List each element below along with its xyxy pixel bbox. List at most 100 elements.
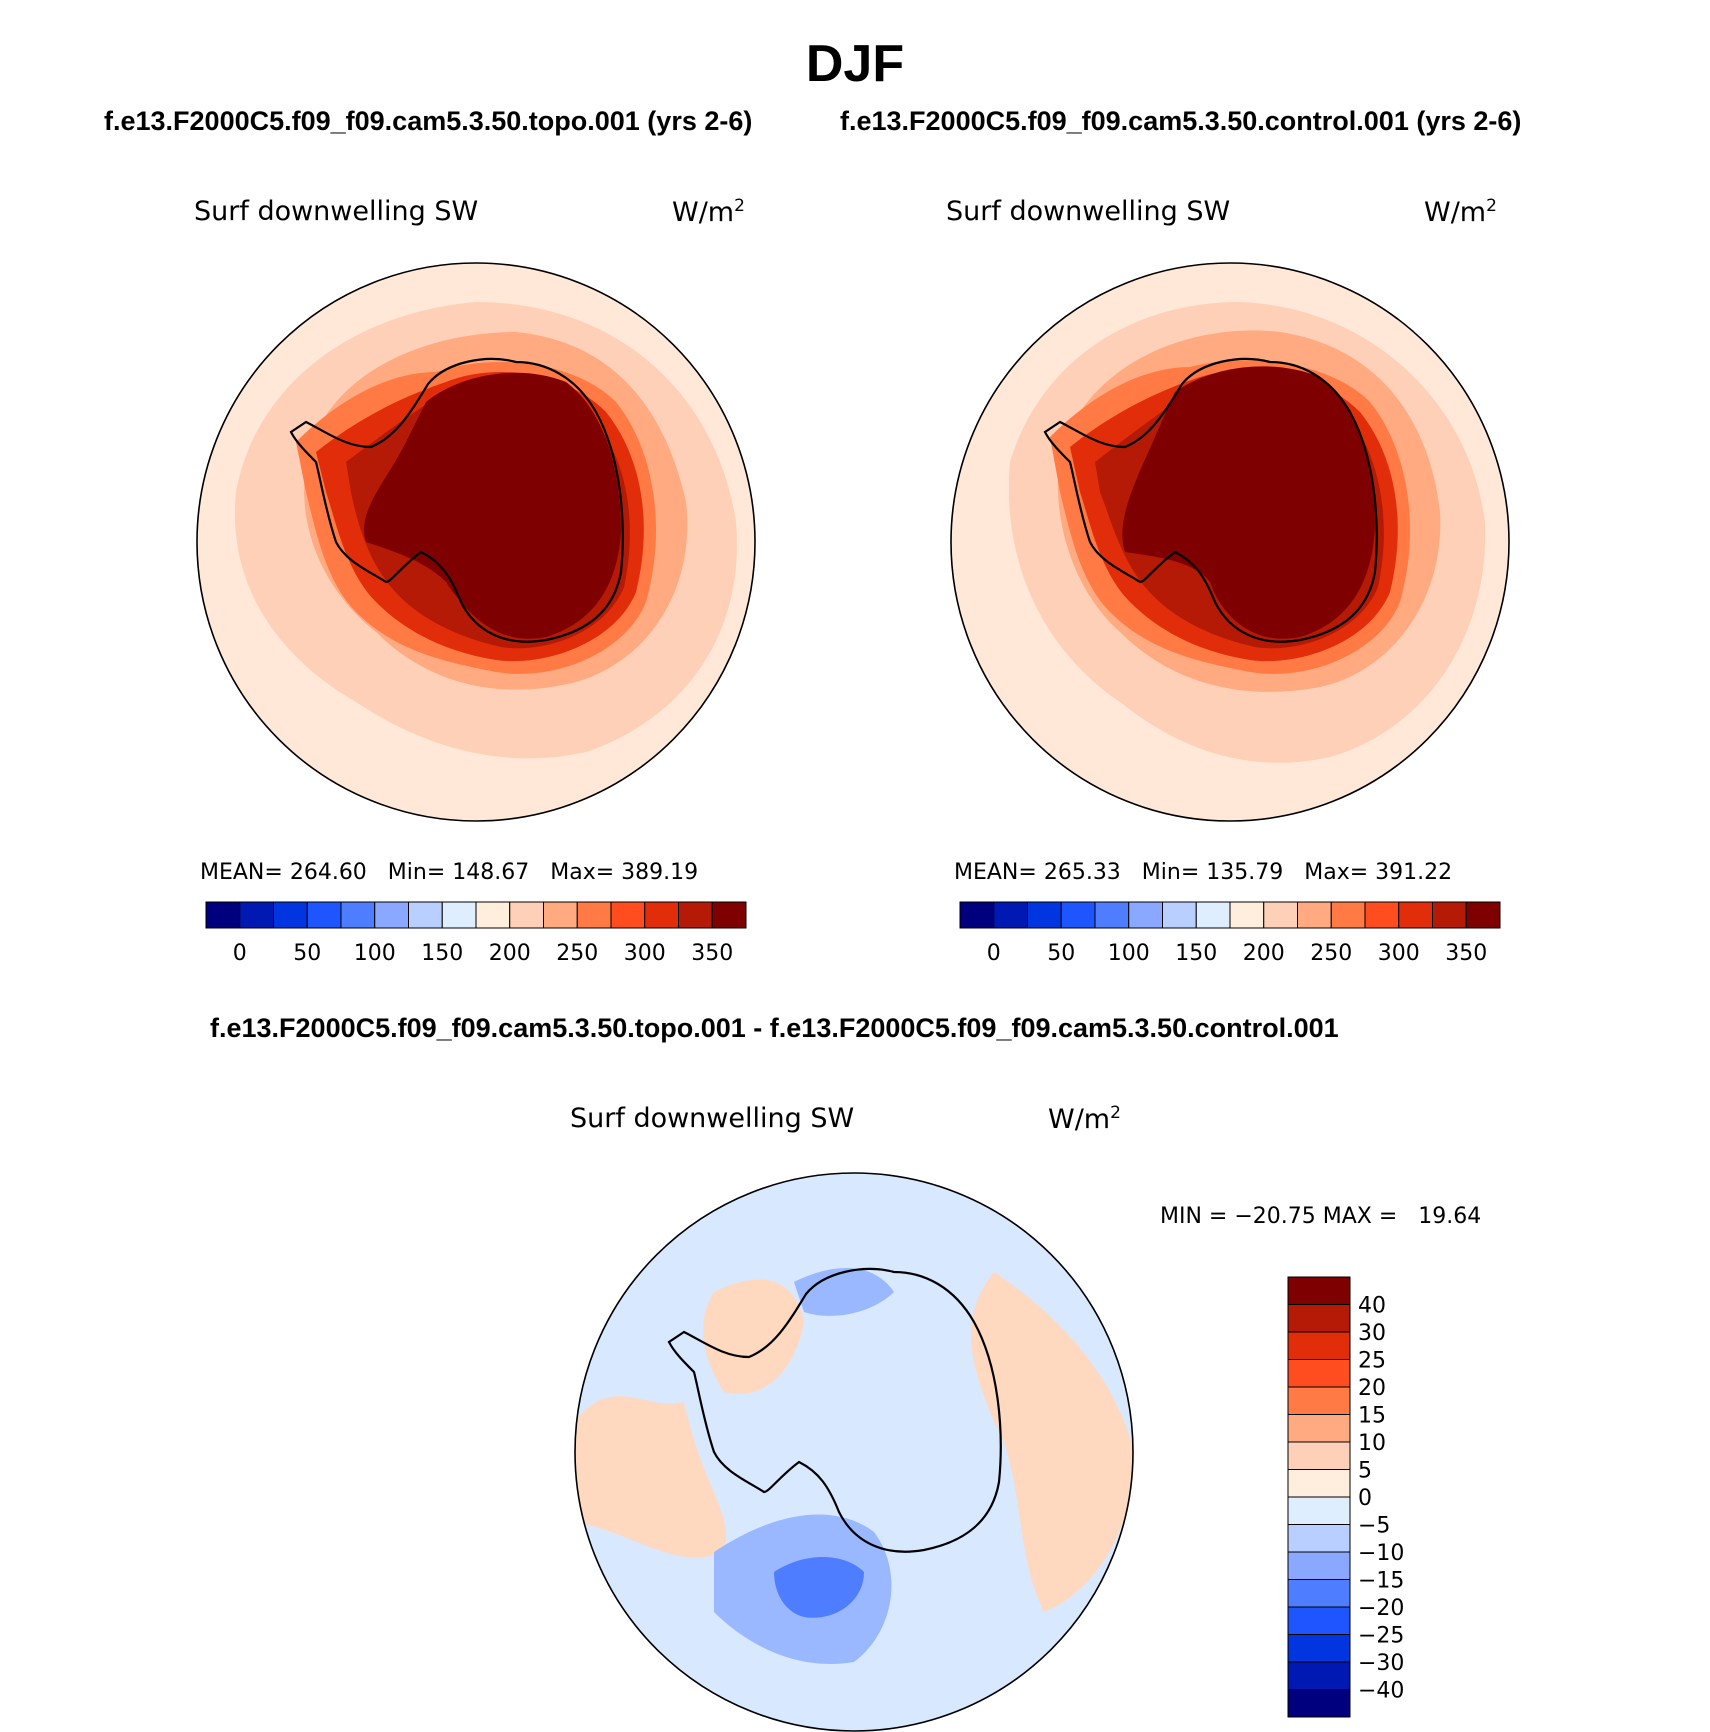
- right-colorbar-tick-label: 100: [1108, 941, 1150, 966]
- right-units-label: W/m2: [1424, 196, 1497, 228]
- diff-colorbar-tick-label: −30: [1358, 1651, 1404, 1676]
- diff-colorbar-box: [1287, 1414, 1351, 1443]
- coastline: [289, 357, 624, 643]
- left-mean-value: 264.60: [289, 860, 367, 885]
- diff-colorbar-box: [1287, 1359, 1351, 1388]
- right-max-label: Max=: [1304, 860, 1369, 885]
- diff-colorbar-box: [1287, 1579, 1351, 1608]
- diff-colorbar-tick-label: −20: [1358, 1596, 1404, 1621]
- right-min-label: Min=: [1141, 860, 1200, 885]
- diff-colorbar-box: [1287, 1606, 1351, 1635]
- diff-colorbar-box: [1287, 1551, 1351, 1580]
- diff-colorbar-tick-label: 40: [1358, 1294, 1386, 1319]
- right-colorbar-box: [1432, 901, 1467, 929]
- diff-colorbar-tick-label: 0: [1358, 1486, 1372, 1511]
- right-colorbar-box: [1364, 901, 1400, 929]
- diff-colorbar-box: [1287, 1386, 1351, 1415]
- diff-colorbar-box: [1287, 1634, 1351, 1663]
- main-title: DJF: [805, 35, 905, 93]
- left-colorbar-box: [576, 901, 612, 929]
- left-colorbar-box: [374, 901, 409, 929]
- diff-colorbar-box: [1287, 1524, 1351, 1553]
- right-colorbar-box: [1162, 901, 1197, 929]
- coastline: [1043, 357, 1378, 643]
- diff-colorbar-tick-label: −5: [1358, 1514, 1390, 1539]
- interior: [1122, 366, 1375, 639]
- right-colorbar-box: [1229, 901, 1265, 929]
- left-colorbar-box: [441, 901, 477, 929]
- diff-colorbar-box: [1287, 1496, 1351, 1525]
- right-colorbar-box: [1195, 901, 1231, 929]
- coastline: [667, 1267, 1002, 1553]
- left-colorbar-tick-label: 350: [691, 941, 733, 966]
- right-colorbar-box: [1027, 901, 1062, 929]
- left-colorbar-box: [340, 901, 376, 929]
- left-colorbar-tick-label: 250: [556, 941, 598, 966]
- right-colorbar-tick-label: 250: [1310, 941, 1352, 966]
- diff-title: f.e13.F2000C5.f09_f09.cam5.3.50.topo.001…: [210, 1013, 1339, 1043]
- left-colorbar-box: [610, 901, 646, 929]
- left-stats: MEAN= 264.60 Min= 148.67 Max= 389.19: [200, 860, 698, 885]
- left-colorbar-box: [509, 901, 544, 929]
- right-mean-label: MEAN=: [954, 860, 1037, 885]
- diff-colorbar-tick-label: −40: [1358, 1679, 1404, 1704]
- diff-polar-map: [574, 1172, 1134, 1732]
- diff-pos-region: [703, 1279, 804, 1394]
- left-colorbar-tick-label: 300: [624, 941, 666, 966]
- left-colorbar: 0 50 100 150 200 250 300 350: [205, 901, 747, 966]
- diff-minmax: MIN = −20.75 MAX = 19.64: [1160, 1204, 1482, 1229]
- diff-strong-neg: [774, 1557, 864, 1618]
- left-max-value: 389.19: [621, 860, 699, 885]
- right-stats: MEAN= 265.33 Min= 135.79 Max= 391.22: [954, 860, 1452, 885]
- left-colorbar-tick-label: 0: [233, 941, 247, 966]
- left-colorbar-box: [205, 901, 241, 929]
- right-polar-map: [950, 262, 1510, 822]
- right-case-title: f.e13.F2000C5.f09_f09.cam5.3.50.control.…: [840, 106, 1522, 136]
- left-colorbar-tick-label: 50: [293, 941, 321, 966]
- diff-units-label: W/m2: [1048, 1103, 1121, 1135]
- diff-pos-region: [575, 1396, 726, 1558]
- diff-colorbar-box: [1287, 1441, 1351, 1470]
- right-colorbar-box: [1128, 901, 1163, 929]
- right-colorbar-tick-label: 300: [1378, 941, 1420, 966]
- left-colorbar-box: [273, 901, 308, 929]
- right-colorbar-box: [1094, 901, 1130, 929]
- left-mean-label: MEAN=: [200, 860, 283, 885]
- left-colorbar-box: [239, 901, 274, 929]
- diff-colorbar-tick-label: 25: [1358, 1349, 1386, 1374]
- diff-pos-region: [970, 1272, 1133, 1612]
- left-colorbar-box: [678, 901, 713, 929]
- diff-colorbar-box: [1287, 1469, 1351, 1498]
- diff-neg-region: [794, 1268, 894, 1316]
- diff-variable-label: Surf downwelling SW: [570, 1103, 855, 1134]
- left-colorbar-box: [475, 901, 511, 929]
- right-colorbar-box: [1330, 901, 1366, 929]
- right-mean-value: 265.33: [1043, 860, 1121, 885]
- diff-colorbar-tick-label: 5: [1358, 1459, 1372, 1484]
- left-polar-map: [196, 262, 756, 822]
- left-colorbar-box: [408, 901, 443, 929]
- diff-colorbar-box: [1287, 1331, 1351, 1360]
- right-colorbar-tick-label: 200: [1243, 941, 1285, 966]
- right-colorbar: 0 50 100 150 200 250 300 350: [959, 901, 1501, 966]
- left-min-label: Min=: [387, 860, 446, 885]
- diff-colorbar-tick-label: 20: [1358, 1376, 1386, 1401]
- interior: [364, 372, 621, 639]
- left-max-label: Max=: [550, 860, 615, 885]
- left-units-label: W/m2: [672, 196, 745, 228]
- diff-colorbar-box: [1287, 1276, 1351, 1305]
- left-colorbar-box: [711, 901, 747, 929]
- right-colorbar-tick-label: 50: [1047, 941, 1075, 966]
- diff-colorbar-box: [1287, 1661, 1351, 1690]
- left-colorbar-tick-label: 150: [421, 941, 463, 966]
- right-colorbar-tick-label: 0: [987, 941, 1001, 966]
- diff-colorbar-box: [1287, 1689, 1351, 1718]
- right-colorbar-box: [1297, 901, 1332, 929]
- diff-colorbar-tick-label: −10: [1358, 1541, 1404, 1566]
- diff-colorbar-box: [1287, 1304, 1351, 1333]
- diff-colorbar-tick-label: −15: [1358, 1569, 1404, 1594]
- left-colorbar-box: [306, 901, 342, 929]
- right-min-value: 135.79: [1206, 860, 1284, 885]
- diff-colorbar-tick-label: 10: [1358, 1431, 1386, 1456]
